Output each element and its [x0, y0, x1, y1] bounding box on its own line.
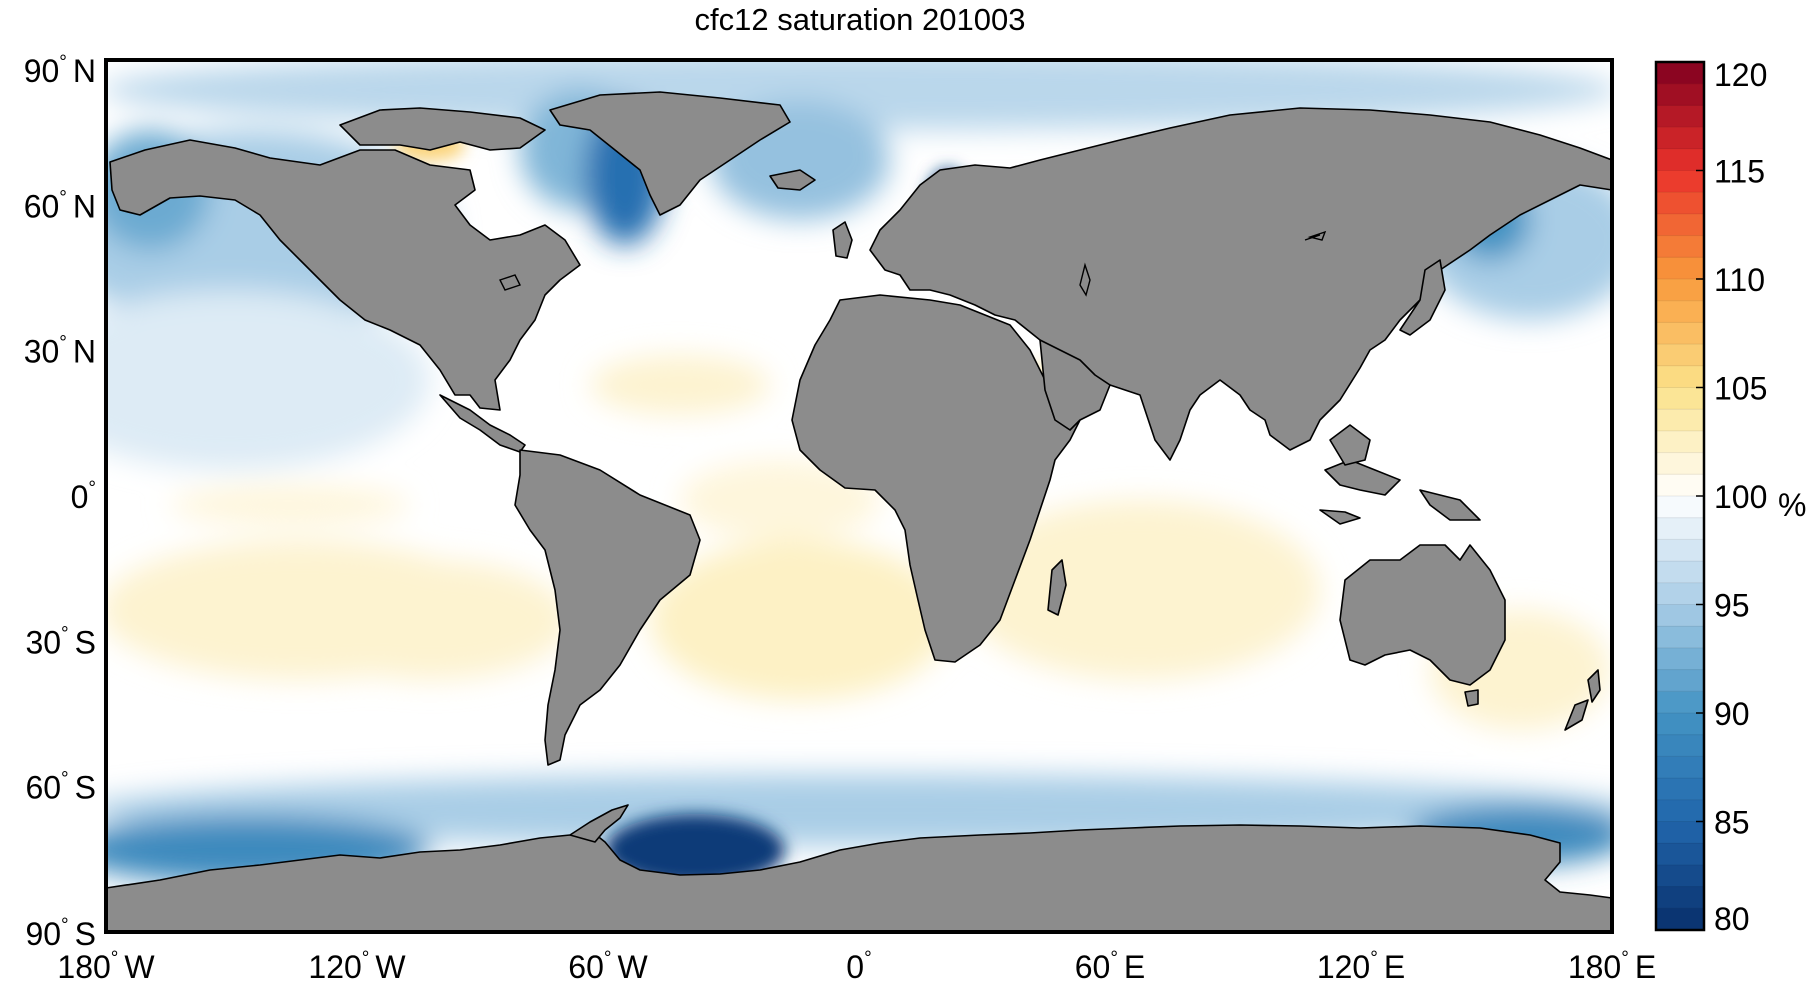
colorbar-tick-110: 110	[1714, 262, 1765, 298]
ocean-patch-south-pacific-east	[290, 560, 570, 680]
colorbar-tick-120: 120	[1714, 57, 1767, 93]
japan	[1399, 259, 1446, 336]
ocean-patch-weddell-sea	[605, 814, 785, 886]
longitude-tick-180: 180° E	[1568, 948, 1656, 984]
antarctic-peninsula	[569, 804, 629, 843]
longitude-tick--120: 120° W	[308, 948, 406, 984]
colorbar-tick-105: 105	[1714, 371, 1767, 407]
map-area	[106, 60, 1612, 932]
latitude-tick-0: 0°	[71, 478, 96, 515]
africa	[791, 294, 1086, 663]
longitude-tick-labels: 180° W 120° W 60° W 0° 60° E 120° E 180° E	[57, 948, 1656, 984]
new-zealand	[1564, 669, 1601, 731]
longitude-tick-0: 0°	[846, 948, 871, 984]
latitude-tick--30: 30° S	[25, 623, 96, 660]
latitude-tick-labels: 90° N 60° N 30° N 0° 30° S 60° S 90° S	[24, 52, 96, 952]
north-america	[109, 139, 581, 411]
latitude-tick-30: 30° N	[24, 333, 96, 370]
colorbar-tick-80: 80	[1714, 901, 1750, 937]
madagascar	[1047, 559, 1067, 616]
south-america	[514, 449, 701, 766]
uk-ireland	[832, 221, 853, 259]
colorbar-tick-labels: 80 85 90 95 100 105 110 115 120	[1696, 57, 1767, 937]
colorbar-tick-115: 115	[1714, 154, 1765, 190]
antarctica	[106, 824, 1612, 932]
ocean-patch-equatorial-pacific	[170, 485, 410, 525]
land-masses	[106, 91, 1612, 932]
lakes	[499, 230, 1327, 297]
latitude-tick--90: 90° S	[25, 915, 96, 952]
greenland	[549, 91, 791, 216]
ocean-patch-tropical-atlantic	[680, 460, 880, 540]
longitude-tick-60: 60° E	[1075, 948, 1146, 984]
colorbar-tick-95: 95	[1714, 588, 1750, 624]
colorbar: 80 85 90 95 100 105 110 115 120 %	[1654, 57, 1806, 937]
ocean-patch-arctic-ocean	[106, 60, 1612, 130]
borneo	[1329, 424, 1371, 466]
tasmania	[1464, 689, 1479, 707]
central-america	[439, 394, 526, 453]
longitude-tick--180: 180° W	[57, 948, 155, 984]
longitude-tick--60: 60° W	[568, 948, 648, 984]
arabian-peninsula	[1039, 339, 1111, 431]
colorbar-tick-100: 100	[1714, 479, 1767, 515]
canadian-archipelago	[339, 107, 546, 151]
ocean-patch-east-north-pacific	[106, 290, 430, 470]
colorbar-tick-90: 90	[1714, 696, 1750, 732]
colorbar-tick-85: 85	[1714, 805, 1750, 841]
lake-outlines	[499, 230, 1327, 297]
map-frame	[104, 58, 1614, 934]
map-title: cfc12 saturation 201003	[694, 2, 1026, 37]
ocean-patch-indian-ocean	[960, 500, 1320, 680]
latitude-tick-60: 60° N	[24, 187, 96, 224]
latitude-tick-90: 90° N	[24, 52, 96, 89]
latitude-tick--60: 60° S	[25, 769, 96, 806]
ocean-patch-north-atlantic-subtropical	[590, 355, 770, 415]
iceland	[769, 169, 816, 191]
australia	[1339, 544, 1506, 686]
longitude-tick-120: 120° E	[1317, 948, 1405, 984]
colorbar-unit-label: %	[1778, 487, 1806, 523]
ocean-patch-south-atlantic	[650, 540, 950, 700]
